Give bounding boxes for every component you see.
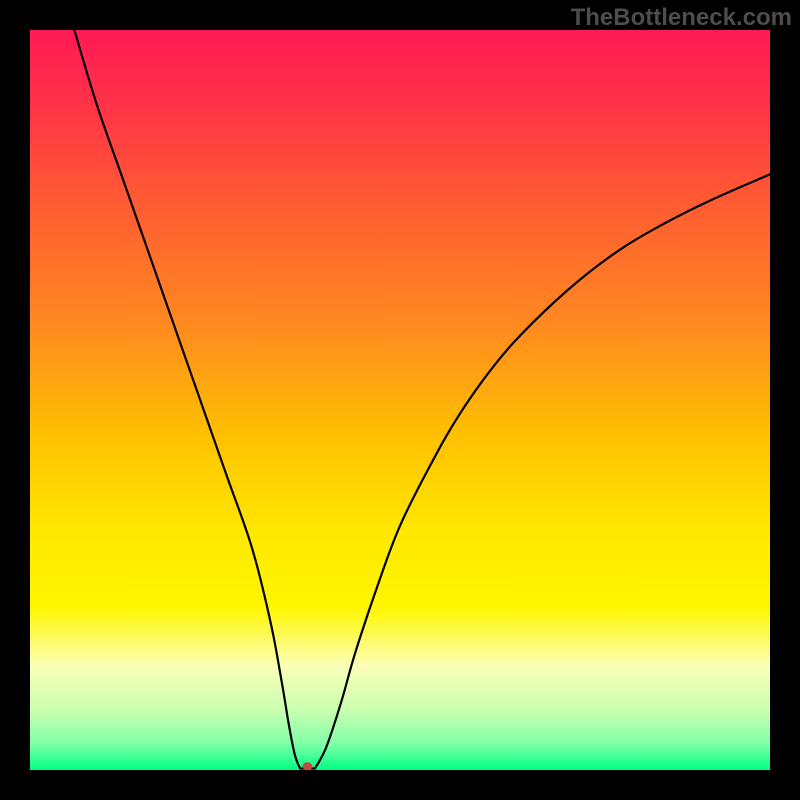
watermark-text: TheBottleneck.com <box>571 4 792 32</box>
plot-gradient <box>30 30 770 770</box>
dip-marker <box>303 762 313 770</box>
chart-svg <box>0 0 800 800</box>
bottleneck-chart: TheBottleneck.com <box>0 0 800 800</box>
